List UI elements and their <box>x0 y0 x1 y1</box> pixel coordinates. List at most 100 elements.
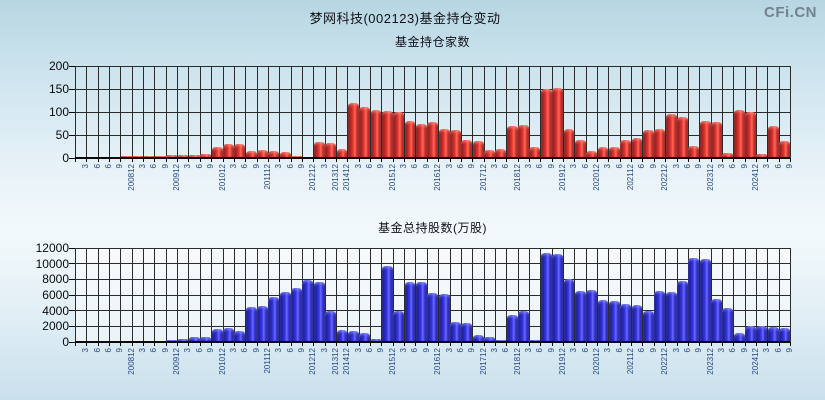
x-axis-tick <box>75 158 76 162</box>
x-axis-label: 201012 <box>217 348 227 375</box>
x-axis-label: 9 <box>160 164 170 169</box>
bar <box>393 310 405 342</box>
x-axis-label: 6 <box>194 164 204 169</box>
x-axis-label: 201312 <box>331 348 341 375</box>
x-axis-tick <box>325 342 326 346</box>
gridline-v <box>438 66 439 158</box>
x-axis-label: 3 <box>716 348 726 353</box>
gridline-v <box>529 66 530 158</box>
gridline-v <box>109 248 110 342</box>
bar <box>359 107 371 158</box>
bar <box>484 337 495 342</box>
x-axis-tick <box>733 342 734 346</box>
gridline-h <box>75 65 790 67</box>
x-axis-tick <box>404 158 405 162</box>
x-axis-tick <box>120 158 121 162</box>
bar <box>779 327 790 342</box>
x-axis-label: 3 <box>183 164 193 169</box>
gridline-v <box>370 66 371 158</box>
x-axis-label: 3 <box>523 348 533 353</box>
bar <box>472 140 484 158</box>
gridline-v <box>166 66 167 158</box>
bar <box>415 282 427 342</box>
x-axis-tick <box>86 342 87 346</box>
x-axis-tick <box>608 158 609 162</box>
bar <box>563 279 575 342</box>
bar <box>495 148 507 158</box>
y-axis-label: 150 <box>48 82 69 96</box>
bar <box>620 303 632 342</box>
x-axis-label: 3 <box>319 348 329 353</box>
bar <box>518 310 529 342</box>
x-axis-tick <box>756 158 757 162</box>
x-axis-label: 202412 <box>750 348 760 375</box>
bar <box>552 88 563 158</box>
x-axis-label: 3 <box>228 348 238 353</box>
bar <box>642 130 654 158</box>
gridline-v <box>461 248 462 342</box>
bar <box>540 89 552 158</box>
gridline-v <box>336 248 337 342</box>
x-axis-tick <box>597 342 598 346</box>
gridline-v <box>586 66 587 158</box>
gridline-v <box>188 66 189 158</box>
x-axis-tick <box>211 342 212 346</box>
gridline-v <box>268 248 269 342</box>
gridline-v <box>302 66 303 158</box>
gridline-v <box>722 66 723 158</box>
x-axis-label: 201212 <box>308 348 318 375</box>
x-axis-tick <box>166 158 167 162</box>
gridline-v <box>257 66 258 158</box>
x-axis-label: 6 <box>682 164 692 169</box>
bar <box>450 130 461 158</box>
gridline-v <box>279 66 280 158</box>
y-axis-tick <box>69 310 75 312</box>
y-axis-tick <box>69 263 75 265</box>
bar <box>279 152 291 158</box>
bar <box>415 123 427 158</box>
x-axis-tick <box>268 342 269 346</box>
x-axis-tick <box>540 342 541 346</box>
x-axis-label: 9 <box>648 348 658 353</box>
gridline-v <box>677 66 678 158</box>
x-axis-label: 9 <box>546 348 556 353</box>
x-axis-label: 201112 <box>262 164 272 190</box>
gridline-v <box>200 66 201 158</box>
gridline-v <box>438 248 439 342</box>
x-axis-tick <box>665 158 666 162</box>
bar <box>745 325 756 342</box>
x-axis-tick <box>188 342 189 346</box>
gridline-v <box>631 248 632 342</box>
y-axis-label: 4000 <box>42 303 69 318</box>
x-axis-tick <box>234 342 235 346</box>
x-axis-label: 3 <box>319 164 329 169</box>
x-axis-label: 6 <box>580 348 590 353</box>
bar <box>574 291 586 342</box>
bar <box>722 153 734 158</box>
bar <box>779 140 790 158</box>
gridline-v <box>166 248 167 342</box>
bar <box>257 149 268 158</box>
x-axis-tick <box>779 342 780 346</box>
gridline-v <box>223 66 224 158</box>
chart-title-total-shares: 基金总持股数(万股) <box>378 221 487 235</box>
chart-title-fund-count: 基金持仓家数 <box>394 35 470 49</box>
bar <box>461 323 473 342</box>
bar <box>268 296 280 342</box>
x-axis-tick <box>461 342 462 346</box>
x-axis-tick <box>597 158 598 162</box>
x-axis-label: 3 <box>444 164 454 169</box>
bar <box>540 253 552 342</box>
gridline-v <box>177 66 178 158</box>
gridline-v <box>756 248 757 342</box>
gridline-v <box>597 66 598 158</box>
x-axis-label: 3 <box>671 348 681 353</box>
bar <box>677 280 688 342</box>
x-axis-tick <box>722 158 723 162</box>
gridline-v <box>393 248 394 342</box>
x-axis-tick <box>75 342 76 346</box>
x-axis-label: 6 <box>410 164 420 169</box>
x-axis-line <box>75 341 790 343</box>
bar <box>688 258 700 342</box>
x-axis-tick <box>563 342 564 346</box>
